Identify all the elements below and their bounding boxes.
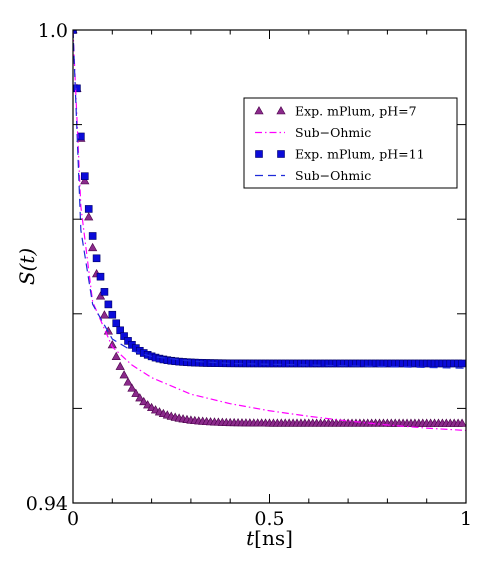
x-tick-label: 1 <box>460 508 472 530</box>
plot-area <box>73 30 466 432</box>
series-0-point <box>84 212 94 221</box>
series-2-point <box>77 132 85 141</box>
series-2-point <box>124 337 132 345</box>
legend-entry: Exp. mPlum, pH=7 <box>254 104 417 119</box>
series-0-point <box>135 393 145 402</box>
plot-content <box>73 30 466 432</box>
tick-labels: 0 0.5 1 0.94 1.0 <box>26 20 472 530</box>
y-tick-label: 0.94 <box>26 493 68 515</box>
series-0-point <box>457 418 466 427</box>
series-0-point <box>119 370 129 379</box>
series-3-line <box>73 30 466 369</box>
axis-ticks <box>72 29 467 504</box>
legend-label: Exp. mPlum, pH=11 <box>295 147 425 162</box>
legend-entry: Exp. mPlum, pH=11 <box>255 147 425 162</box>
series-0-point <box>143 400 153 409</box>
legend-label: Sub−Ohmic <box>295 168 371 183</box>
x-tick-label: 0 <box>67 508 79 530</box>
series-0-point <box>88 242 98 252</box>
legend-label: Sub−Ohmic <box>295 125 371 140</box>
x-axis-variable: t <box>246 526 255 550</box>
series-2-point <box>73 30 77 34</box>
legend-entry: Sub−Ohmic <box>255 125 371 140</box>
x-tick-label: 0.5 <box>254 508 284 530</box>
legend-marker <box>277 150 285 158</box>
series-0-point <box>99 310 110 319</box>
series-2-point <box>96 272 105 281</box>
series-0-point <box>107 340 117 349</box>
series-2-point <box>84 205 93 213</box>
series-2-point <box>458 359 466 368</box>
x-axis-label: t[ns] <box>246 526 293 550</box>
series-2-point <box>100 288 109 296</box>
y-tick-label: 1.0 <box>38 20 68 42</box>
series-2-point <box>104 300 113 309</box>
series-0-point <box>123 377 133 386</box>
legend-entry: Sub−Ohmic <box>255 168 371 183</box>
series-0-point <box>127 383 137 392</box>
series-2-point <box>80 172 89 180</box>
series-2-point <box>120 332 128 340</box>
series-2-markers <box>73 30 466 368</box>
series-2-point <box>108 310 117 319</box>
series-0-markers <box>73 30 466 427</box>
series-0-point <box>131 388 141 397</box>
series-1-line <box>73 30 466 432</box>
legend-marker <box>255 150 263 158</box>
legend-marker <box>276 106 286 115</box>
series-0-point <box>139 396 149 406</box>
series-2-point <box>92 254 101 263</box>
y-axis-label: S(t) <box>15 248 39 285</box>
x-axis-unit: [ns] <box>254 526 293 550</box>
series-0-point <box>80 175 90 185</box>
legend-label: Exp. mPlum, pH=7 <box>295 104 417 119</box>
series-2-point <box>112 319 121 328</box>
legend-marker <box>254 106 264 115</box>
series-0-point <box>111 351 121 360</box>
series-2-point <box>73 84 81 93</box>
legend: Exp. mPlum, pH=7 Sub−Ohmic Exp. mPlum, pH=… <box>243 97 458 189</box>
series-0-point <box>115 361 125 370</box>
series-2-point <box>88 232 97 240</box>
series-2-point <box>116 326 124 335</box>
